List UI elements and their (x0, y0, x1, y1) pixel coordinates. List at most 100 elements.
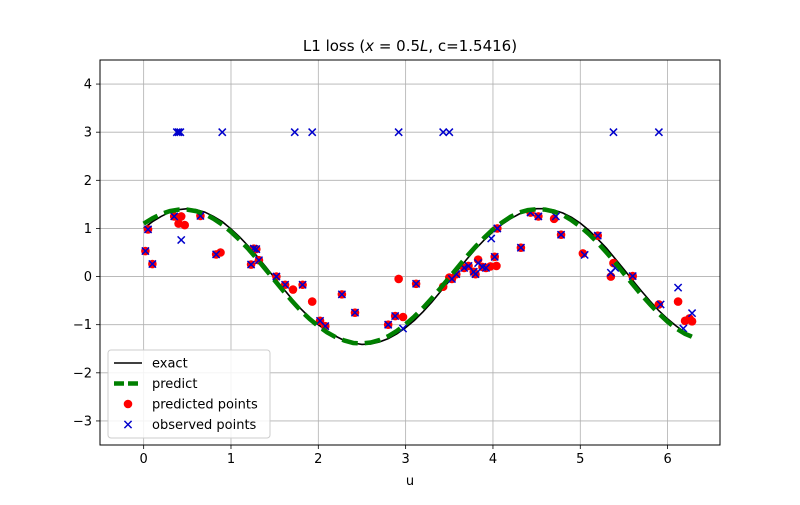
observed-point (411, 279, 421, 288)
observed-point (609, 128, 618, 137)
observed-point-stroke (452, 270, 461, 279)
observed-point (174, 128, 183, 137)
y-tick-label: −3 (73, 414, 92, 429)
observed-point (398, 324, 408, 333)
observed-point-stroke (176, 128, 185, 137)
observed-point (556, 230, 566, 239)
observed-point-stroke (148, 259, 157, 269)
observed-point (516, 243, 526, 252)
predicted-point (180, 220, 190, 230)
predicted-point (288, 285, 298, 294)
predicted-point (307, 297, 317, 306)
observed-point-stroke (473, 258, 483, 268)
observed-point-stroke (493, 224, 502, 233)
observed-point (148, 259, 157, 269)
legend-box (107, 349, 271, 439)
observed-point-stroke (315, 316, 325, 325)
axes-frame (99, 59, 721, 446)
predicted-point (398, 312, 408, 322)
observed-point-stroke (673, 283, 683, 292)
observed-point (673, 283, 683, 292)
observed-point-stroke (481, 263, 491, 273)
observed-point-stroke (298, 280, 307, 289)
observed-point-stroke (411, 279, 421, 288)
predict-line (142, 206, 693, 346)
observed-point (350, 308, 360, 317)
observed-point-stroke (609, 128, 618, 137)
y-tick-label: 3 (84, 126, 92, 141)
x-tick-label: 4 (489, 452, 497, 467)
observed-point (481, 263, 491, 273)
predicted-point (216, 248, 225, 257)
observed-point-stroke (478, 262, 487, 272)
title-part: L1 loss ( (303, 37, 365, 55)
observed-point-stroke (656, 300, 665, 309)
observed-point (551, 212, 560, 221)
observed-point (490, 252, 499, 261)
predicted-point (654, 300, 664, 309)
observed-point (445, 128, 454, 137)
x-tick-label: 0 (140, 452, 148, 467)
observed-point-stroke (177, 235, 186, 245)
legend-label: predict (152, 377, 197, 392)
legend-label: exact (152, 357, 188, 372)
observed-point (687, 309, 697, 318)
observed-point (212, 250, 221, 259)
legend-observed-swatch (123, 420, 133, 429)
observed-point (298, 280, 307, 289)
observed-point-stroke (174, 128, 183, 137)
y-tick-label: 0 (84, 270, 92, 285)
observed-point (394, 128, 403, 137)
observed-point (384, 320, 393, 329)
observed-point-stroke (464, 261, 473, 271)
y-tick-label: −2 (73, 366, 92, 381)
title-part: , c=1.5416) (428, 37, 517, 55)
observed-point (272, 272, 281, 281)
observed-point-stroke (196, 211, 205, 221)
predicted-point (492, 261, 501, 271)
x-tick-label: 5 (576, 452, 584, 467)
observed-point (439, 128, 448, 137)
observed-point-stroke (394, 128, 403, 137)
y-tick-label: −1 (73, 318, 92, 333)
x-tick-label: 2 (314, 452, 322, 467)
observed-point-stroke (290, 128, 299, 137)
y-tick-label: 4 (84, 78, 92, 93)
predicted-point (673, 297, 683, 306)
observed-point (580, 250, 589, 260)
observed-point-stroke (628, 271, 637, 281)
y-tick-label: 2 (84, 174, 92, 189)
observed-point (628, 271, 637, 281)
observed-point-stroke (141, 246, 150, 256)
observed-point-stroke (337, 290, 347, 299)
observed-point-stroke (471, 270, 480, 279)
observed-point-stroke (534, 212, 543, 221)
legend-label: observed points (152, 418, 257, 433)
observed-point (391, 311, 400, 321)
chart-title: L1 loss (x = 0.5L, c=1.5416) (303, 37, 517, 55)
observed-point (654, 128, 664, 137)
observed-point-stroke (439, 128, 448, 137)
observed-point-stroke (460, 263, 469, 273)
x-axis-label: u (406, 474, 414, 489)
observed-point (337, 290, 347, 299)
observed-point (177, 235, 186, 245)
observed-point (308, 128, 317, 137)
observed-point-stroke (308, 128, 317, 137)
observed-point (534, 212, 543, 221)
observed-point-stroke (246, 260, 256, 269)
legend: exact predict predicted points observed poi… (107, 349, 271, 439)
ticks: 0 1 2 3 4 5 6 −3 −2 −1 0 1 2 3 4 (73, 78, 672, 467)
observed-point-stroke (384, 320, 393, 329)
legend-predicted-swatch (123, 399, 133, 409)
observed-point (143, 225, 153, 234)
y-tick-label: 1 (84, 222, 92, 237)
predicted-point (687, 317, 697, 326)
observed-point-stroke (398, 324, 408, 333)
observed-point (246, 260, 256, 269)
observed-point (218, 128, 227, 137)
x-tick-label: 6 (663, 452, 671, 467)
observed-point (176, 128, 185, 137)
x-tick-label: 1 (227, 452, 235, 467)
